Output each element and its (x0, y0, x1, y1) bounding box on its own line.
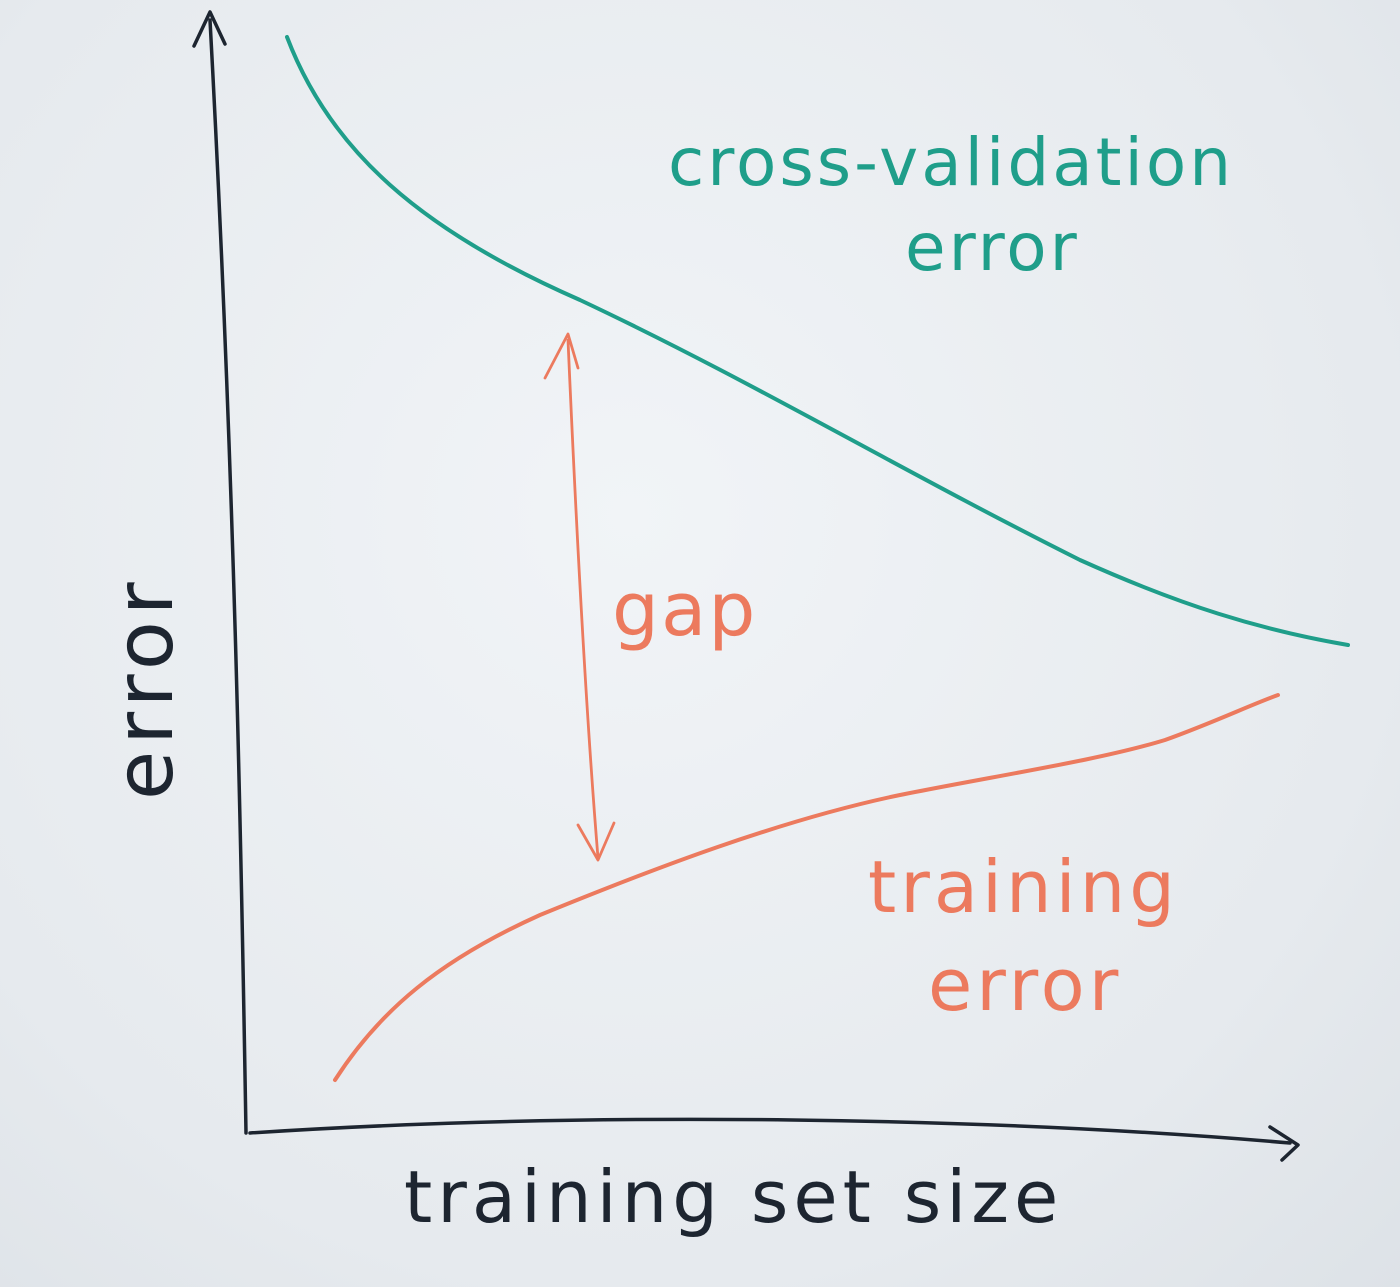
gap-arrow-shaft (566, 338, 600, 860)
x-axis-label: training set size (404, 1155, 1063, 1239)
training-error-curve (333, 693, 1280, 1082)
gap-arrow-bottom-head (576, 821, 616, 862)
cv-label-line-2: error (905, 209, 1080, 286)
training-label-line-1: training (868, 845, 1179, 929)
y-axis-label: error (98, 576, 191, 800)
gap-double-arrow (543, 332, 616, 862)
x-axis-line (248, 1117, 1292, 1145)
cross-validation-error-label: cross-validation error (668, 124, 1258, 286)
training-label-line-2: error (928, 943, 1122, 1027)
y-axis-arrowhead (192, 10, 227, 48)
training-error-label: training error (868, 845, 1206, 1027)
x-axis-arrowhead (1268, 1125, 1300, 1162)
cross-validation-error-curve (285, 35, 1350, 647)
y-axis-line (208, 18, 248, 1135)
cv-label-line-1: cross-validation (668, 124, 1234, 201)
gap-label: gap (612, 567, 757, 653)
gap-arrow-top-head (543, 332, 580, 380)
axes (192, 10, 1300, 1162)
